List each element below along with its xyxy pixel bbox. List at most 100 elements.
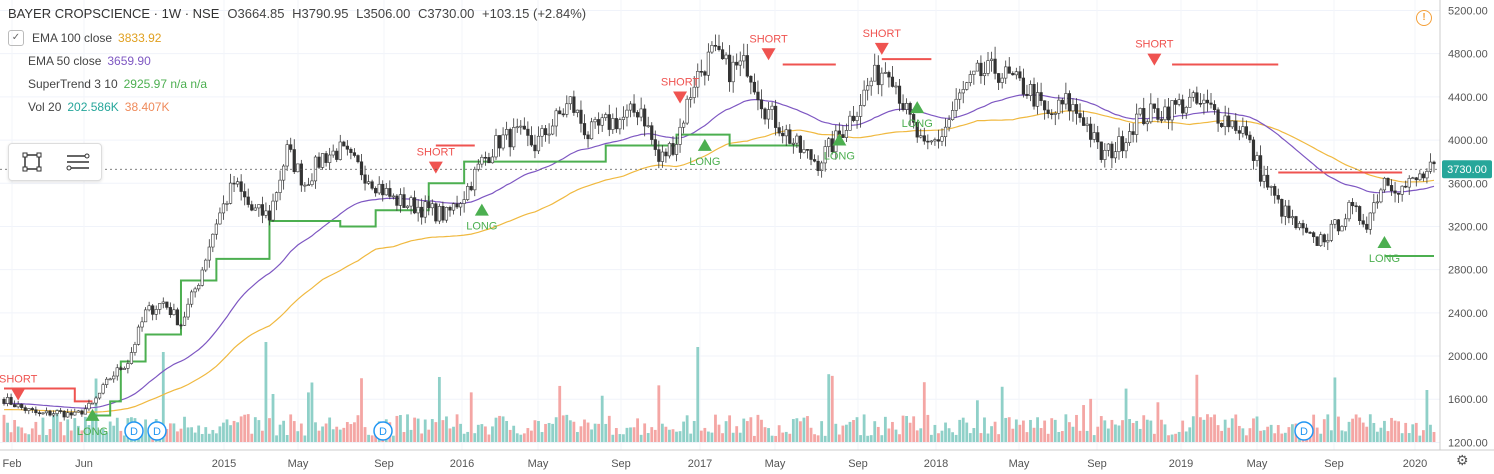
candle-body <box>1081 117 1086 126</box>
volume-bar <box>1011 428 1015 442</box>
candle-body <box>1365 223 1369 230</box>
candle-body <box>1184 107 1188 114</box>
volume-bar <box>222 422 225 442</box>
volume-bar <box>1248 428 1252 442</box>
candle-body <box>982 73 987 77</box>
candle-body <box>848 115 852 131</box>
volume-bar <box>48 428 52 442</box>
candle-body <box>381 183 385 196</box>
dividend-marker[interactable] <box>1294 421 1314 441</box>
dividend-marker[interactable] <box>373 421 393 441</box>
candle-body <box>1358 206 1362 222</box>
volume-bar <box>1223 419 1227 442</box>
candle-body <box>179 324 183 327</box>
candle-body <box>271 200 275 221</box>
x-tick-label: 2019 <box>1169 458 1193 470</box>
candle-body <box>1032 84 1036 107</box>
candle-body <box>483 156 487 159</box>
visibility-icon[interactable]: ✓ <box>8 29 24 46</box>
candle-body <box>1011 73 1015 76</box>
volume-bar <box>643 423 647 442</box>
volume-bar <box>16 426 20 442</box>
indicator-ema50[interactable]: EMA 50 close 3659.90 <box>8 49 590 72</box>
volume-bar <box>717 424 721 442</box>
drawing-toolbox <box>8 143 102 181</box>
volume-bar <box>852 420 855 442</box>
volume-bar <box>455 414 459 442</box>
candle-body <box>1368 212 1372 230</box>
candle-body <box>282 165 286 181</box>
volume-bar <box>176 431 179 442</box>
warning-icon[interactable]: ! <box>1416 10 1432 26</box>
candle-body <box>1389 185 1394 192</box>
candle-body <box>115 367 119 377</box>
volume-bar <box>1326 414 1330 442</box>
candle-body <box>858 105 863 117</box>
candle-body <box>1220 123 1224 127</box>
candle-body <box>1283 205 1287 217</box>
candle-body <box>497 135 502 149</box>
candle-body <box>1060 99 1064 105</box>
candle-body <box>660 151 664 162</box>
candle-body <box>349 148 353 153</box>
candle-body <box>1304 227 1309 233</box>
candle-body <box>851 115 856 121</box>
candle-body <box>1096 132 1100 143</box>
volume-bar <box>87 425 91 442</box>
volume-bar <box>554 417 558 442</box>
dividend-marker[interactable] <box>124 421 144 441</box>
volume-bar <box>144 419 147 442</box>
volume-bar <box>211 429 215 442</box>
volume-bar <box>583 419 586 442</box>
candle-body <box>289 144 293 150</box>
volume-bar <box>73 418 77 442</box>
volume-bar <box>660 423 664 442</box>
dividend-marker[interactable] <box>147 421 167 441</box>
volume-bar <box>338 429 342 442</box>
volume-bar <box>1209 417 1213 442</box>
lines-tool-icon[interactable] <box>65 149 91 175</box>
x-tick-label: May <box>528 458 549 470</box>
candle-body <box>611 118 615 130</box>
candle-body <box>1046 109 1050 114</box>
volume-bar <box>1407 433 1411 442</box>
volume-bar <box>430 419 434 442</box>
volume-bar <box>1078 430 1082 442</box>
candle-body <box>331 150 335 156</box>
candle-body <box>1336 219 1341 232</box>
volume-bar <box>1103 420 1107 442</box>
volume-bar <box>1110 419 1114 442</box>
rectangle-tool-icon[interactable] <box>19 149 45 175</box>
volume-bar <box>84 416 87 442</box>
volume-bar <box>292 421 296 442</box>
candle-body <box>1350 201 1355 207</box>
indicator-ema100[interactable]: ✓ EMA 100 close 3833.92 <box>8 26 590 49</box>
long-signal-arrow <box>85 408 100 421</box>
candle-body <box>83 408 88 415</box>
volume-bar <box>282 420 286 442</box>
volume-bar <box>738 432 742 442</box>
x-tick-label: Jun <box>75 458 93 470</box>
volume-bar <box>2 414 6 442</box>
volume-bar <box>303 435 307 442</box>
candle-body <box>1127 131 1132 144</box>
indicator-supertrend[interactable]: SuperTrend 3 10 2925.97 n/a n/a <box>8 72 590 95</box>
settings-icon[interactable]: ⚙ <box>1456 452 1469 468</box>
volume-bar <box>437 376 441 442</box>
volume-bar <box>275 435 278 442</box>
candle-body <box>34 409 38 414</box>
candle-body <box>1425 170 1429 179</box>
candle-body <box>1050 113 1054 115</box>
volume-bar <box>756 414 760 442</box>
candle-body <box>1227 115 1231 128</box>
volume-bar <box>469 392 473 442</box>
volume-bar <box>618 434 622 442</box>
volume-bar <box>1043 420 1047 442</box>
candle-body <box>402 194 406 208</box>
indicator-volume[interactable]: Vol 20 202.586K 38.407K <box>8 95 590 118</box>
candle-body <box>1209 102 1213 105</box>
candle-body <box>87 403 91 410</box>
volume-bar <box>34 421 38 442</box>
